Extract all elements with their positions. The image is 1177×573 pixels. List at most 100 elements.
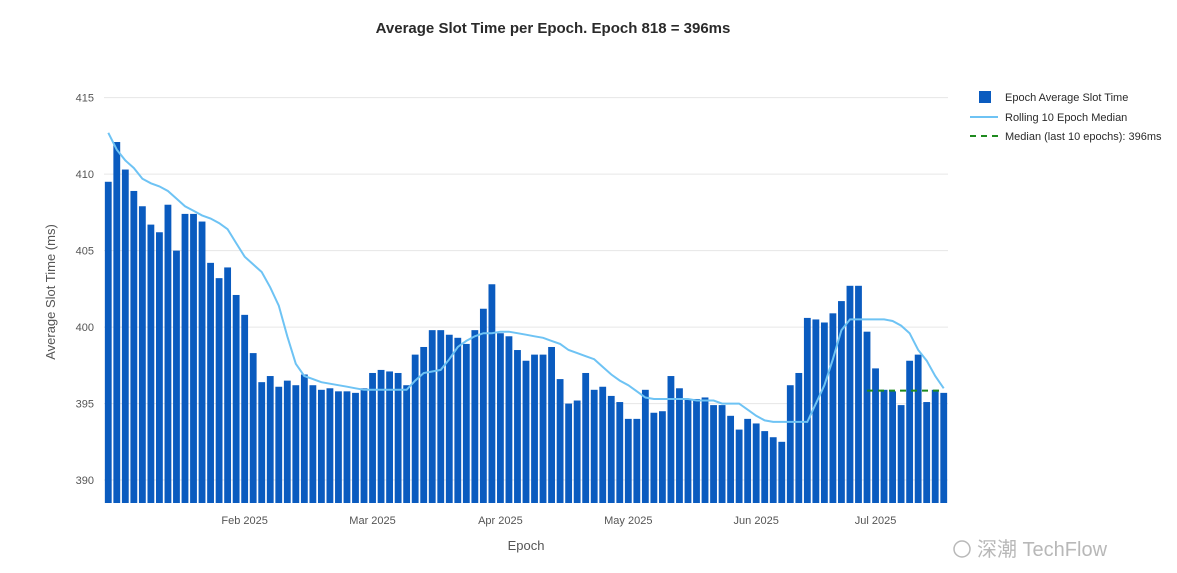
bar[interactable] — [718, 405, 726, 503]
bar[interactable] — [454, 337, 462, 503]
bar[interactable] — [906, 360, 914, 503]
bar[interactable] — [445, 334, 453, 503]
bar[interactable] — [479, 308, 487, 503]
bar[interactable] — [283, 380, 291, 503]
bar[interactable] — [812, 319, 820, 503]
bar[interactable] — [727, 415, 735, 503]
bar[interactable] — [940, 392, 948, 503]
bar[interactable] — [863, 331, 871, 503]
bar[interactable] — [130, 190, 138, 503]
bar[interactable] — [599, 386, 607, 503]
bar[interactable] — [326, 388, 334, 503]
legend-item-bars[interactable]: Epoch Average Slot Time — [979, 91, 1128, 104]
bar[interactable] — [710, 405, 717, 503]
bar[interactable] — [403, 385, 411, 503]
bar[interactable] — [462, 343, 470, 503]
bar[interactable] — [138, 206, 146, 504]
bar[interactable] — [394, 372, 402, 503]
bar[interactable] — [676, 388, 683, 503]
bar[interactable] — [514, 350, 521, 503]
bar[interactable] — [923, 402, 931, 503]
bar[interactable] — [121, 169, 129, 503]
bar[interactable] — [207, 262, 214, 503]
bar[interactable] — [897, 405, 905, 503]
bar[interactable] — [590, 389, 598, 503]
bar[interactable] — [539, 354, 547, 503]
bar[interactable] — [497, 333, 504, 503]
bar[interactable] — [880, 389, 888, 503]
bar[interactable] — [488, 284, 496, 503]
bar[interactable] — [735, 429, 743, 503]
bar[interactable] — [693, 398, 700, 503]
bar[interactable] — [607, 395, 615, 503]
bar[interactable] — [761, 431, 769, 503]
bar[interactable] — [360, 388, 368, 503]
bar[interactable] — [386, 371, 394, 503]
bar[interactable] — [190, 213, 197, 503]
bar[interactable] — [505, 336, 513, 503]
bar[interactable] — [556, 379, 564, 503]
bar[interactable] — [752, 423, 760, 503]
bar[interactable] — [113, 142, 121, 504]
bar[interactable] — [650, 412, 658, 503]
bar[interactable] — [582, 372, 590, 503]
bar[interactable] — [914, 354, 922, 503]
bar[interactable] — [181, 213, 189, 503]
legend-item-median[interactable]: Median (last 10 epochs): 396ms — [970, 131, 1162, 143]
bar[interactable] — [377, 369, 385, 503]
bar[interactable] — [684, 398, 692, 503]
bar[interactable] — [889, 391, 896, 503]
bar[interactable] — [292, 385, 300, 503]
bar[interactable] — [104, 181, 112, 503]
bar[interactable] — [624, 418, 632, 503]
rolling-median-line[interactable] — [107, 132, 945, 423]
bar[interactable] — [147, 224, 155, 503]
bar[interactable] — [931, 389, 939, 503]
bar[interactable] — [667, 376, 675, 503]
bar[interactable] — [872, 368, 879, 503]
bar[interactable] — [846, 285, 854, 503]
bar[interactable] — [701, 397, 709, 503]
bar[interactable] — [420, 346, 428, 503]
bar[interactable] — [232, 294, 240, 503]
bar[interactable] — [428, 330, 436, 503]
bar[interactable] — [795, 372, 803, 503]
bar[interactable] — [317, 389, 325, 503]
bar[interactable] — [300, 374, 308, 503]
bar[interactable] — [309, 385, 317, 503]
bar[interactable] — [335, 391, 342, 503]
bar[interactable] — [531, 354, 538, 503]
bar[interactable] — [744, 418, 752, 503]
bar[interactable] — [658, 411, 666, 503]
bar[interactable] — [198, 221, 206, 503]
bar[interactable] — [352, 392, 359, 503]
bar[interactable] — [266, 376, 274, 503]
bar[interactable] — [411, 354, 419, 503]
bar[interactable] — [616, 402, 624, 503]
bar[interactable] — [471, 330, 479, 503]
bar[interactable] — [522, 360, 530, 503]
bar[interactable] — [641, 389, 649, 503]
bar[interactable] — [820, 322, 828, 503]
bar[interactable] — [369, 372, 376, 503]
bar[interactable] — [275, 386, 283, 503]
bar[interactable] — [769, 437, 777, 503]
bar[interactable] — [573, 400, 581, 503]
bar[interactable] — [164, 204, 172, 503]
bar[interactable] — [173, 250, 180, 503]
bar[interactable] — [241, 314, 249, 503]
bar[interactable] — [565, 403, 573, 503]
bar[interactable] — [778, 441, 786, 503]
bar[interactable] — [258, 382, 266, 503]
bar[interactable] — [437, 330, 445, 503]
legend-item-rolling[interactable]: Rolling 10 Epoch Median — [970, 112, 1127, 124]
bar[interactable] — [786, 385, 794, 503]
bar[interactable] — [343, 391, 351, 503]
bar[interactable] — [855, 285, 862, 503]
bar[interactable] — [838, 301, 845, 503]
bar[interactable] — [215, 278, 223, 503]
bar[interactable] — [249, 353, 257, 503]
bar[interactable] — [156, 232, 163, 503]
bar[interactable] — [829, 313, 837, 503]
bar[interactable] — [548, 346, 555, 503]
